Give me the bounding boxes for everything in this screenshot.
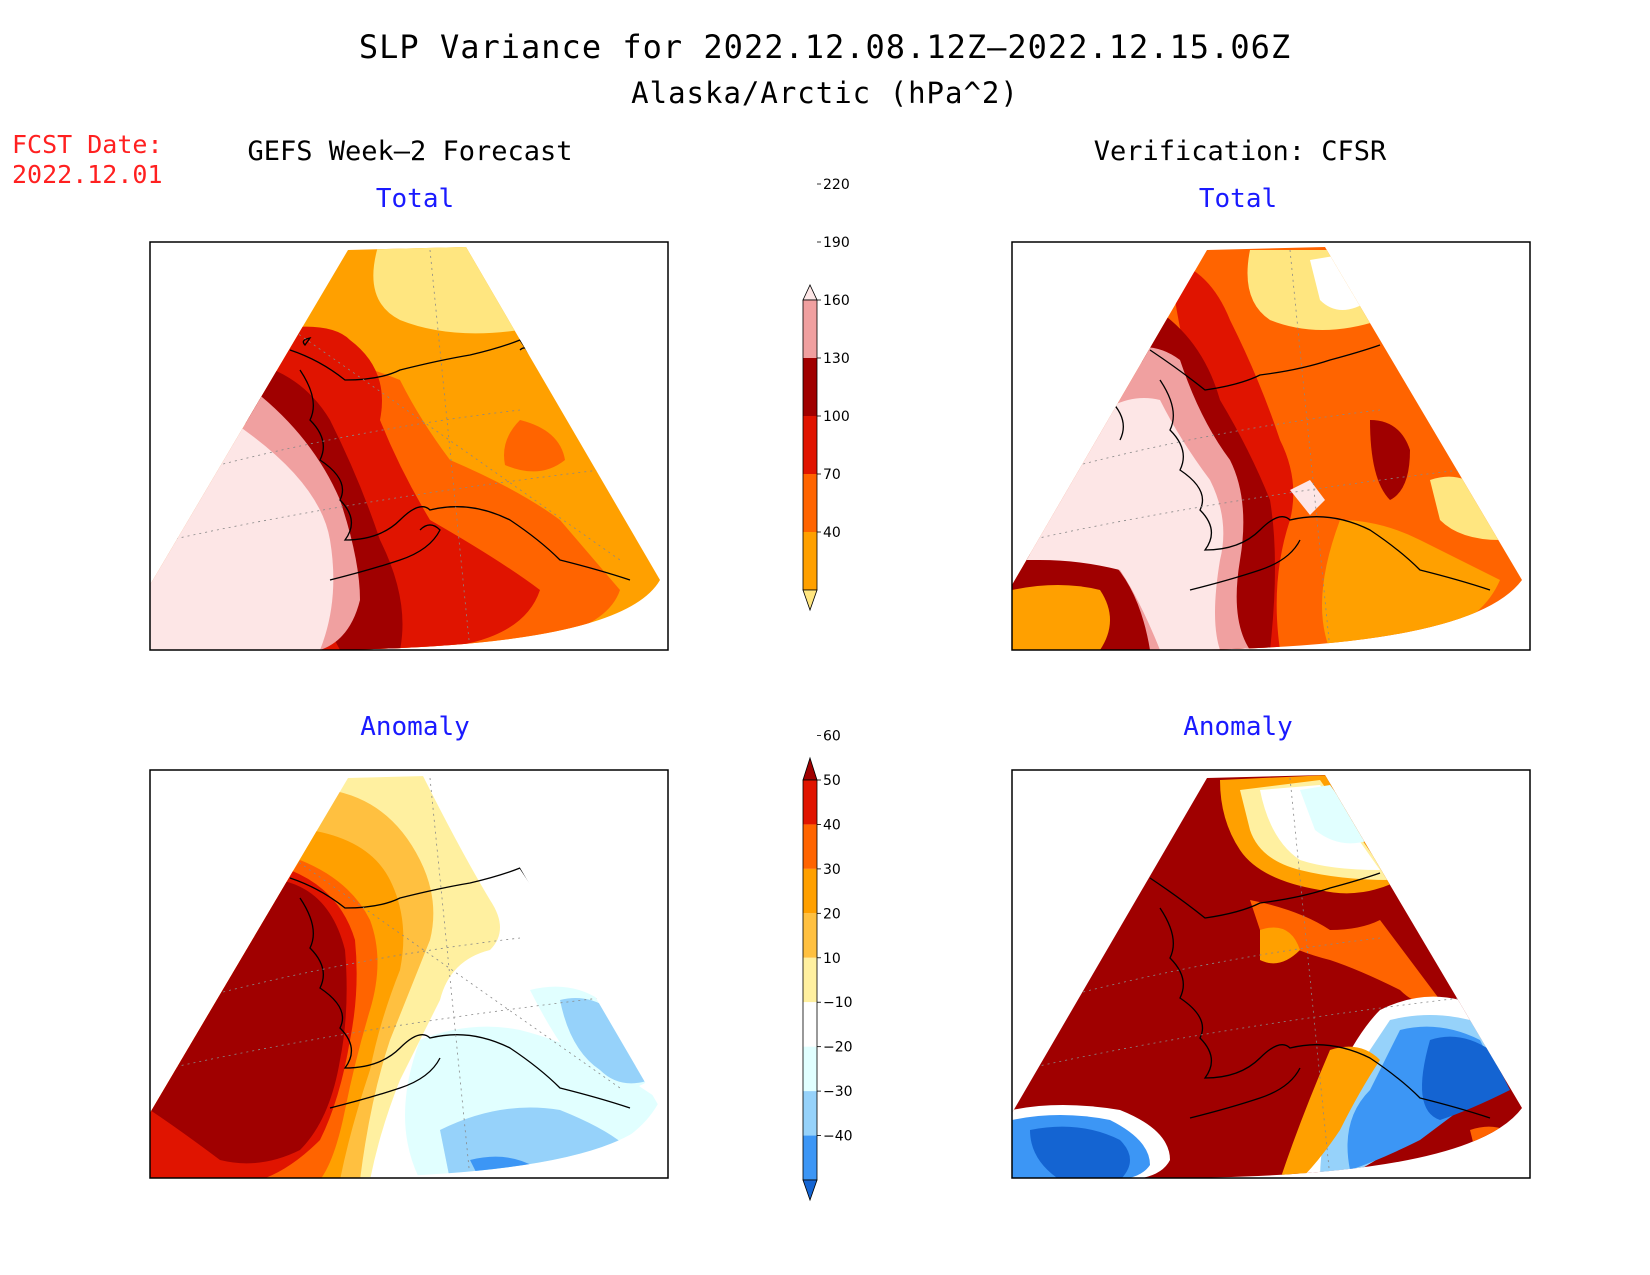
colorbar-total-tick-label: 190 <box>823 235 850 251</box>
colorbar-total-segment <box>803 300 817 358</box>
colorbar-total-segment <box>803 416 817 474</box>
colorbar-anomaly-segment <box>803 913 817 958</box>
colorbar-anomaly-segment <box>803 868 817 914</box>
colorbar-anomaly-segment <box>803 957 817 1003</box>
colorbar-total-segment <box>803 358 817 416</box>
colorbar-anomaly-tick-label: −30 <box>823 1084 853 1100</box>
colorbar-anomaly-tick-label: 30 <box>823 862 841 878</box>
coastline-forecast-anomaly <box>289 867 631 1109</box>
frame-forecast-anomaly <box>149 769 669 1179</box>
colorbar-anomaly-tick-label: 60 <box>823 729 841 745</box>
colorbar-total-tick-label: 100 <box>823 409 850 425</box>
column-title-forecast: GEFS Week–2 Forecast <box>247 136 573 167</box>
contour-fill-forecast-anomaly <box>150 775 660 1178</box>
map-panel-verification-anomaly <box>1011 769 1531 1179</box>
colorbar-total-tick-label: 220 <box>823 177 850 193</box>
colorbar-total-tick-label: 160 <box>823 293 850 309</box>
column-title-verification: Verification: CFSR <box>1093 136 1387 167</box>
colorbar-total-end-top <box>802 284 818 301</box>
frame-verification-anomaly <box>1011 769 1531 1179</box>
colorbar-anomaly: −40 −30 −20 −10 10 20 30 40 50 60 <box>802 729 853 1202</box>
contour-fill-forecast-total <box>150 247 660 650</box>
frame-forecast-total <box>149 241 669 651</box>
colorbar-anomaly-end-bottom <box>802 1179 818 1202</box>
colorbar-total-segment <box>803 474 817 532</box>
map-subtitle: Alaska/Arctic (hPa^2) <box>631 76 1019 110</box>
map-panel-forecast-total <box>149 241 669 651</box>
colorbar-anomaly-end-top <box>802 756 818 781</box>
graticule-verification-anomaly <box>1029 777 1461 1178</box>
panel-title-verification-total: Total <box>1198 184 1278 214</box>
colorbar-anomaly-segment <box>803 780 817 825</box>
colorbar-anomaly-tick-label: 50 <box>823 773 841 789</box>
colorbar-total-tick-label: 40 <box>823 525 841 541</box>
colorbar-anomaly-tick-label: 20 <box>823 906 841 922</box>
map-panel-forecast-anomaly <box>149 769 669 1179</box>
fcst-date-value: 2022.12.01 <box>12 160 163 189</box>
graticule-verification-total <box>1029 249 1461 650</box>
colorbar-anomaly-tick-label: −40 <box>823 1129 853 1145</box>
graticule-forecast-anomaly <box>169 777 621 1178</box>
colorbar-total-tick-label: 70 <box>823 467 841 483</box>
colorbar-total-end-bottom <box>802 589 818 612</box>
colorbar-anomaly-segment <box>803 1091 817 1136</box>
contour-fill-verification-anomaly <box>1012 775 1522 1178</box>
colorbar-total-segment <box>803 532 817 590</box>
colorbar-anomaly-segment <box>803 1002 817 1047</box>
colorbar-anomaly-tick-label: −20 <box>823 1040 853 1056</box>
panel-title-forecast-anomaly: Anomaly <box>360 712 470 742</box>
coastline-verification-anomaly <box>1149 872 1491 1119</box>
colorbar-anomaly-segment <box>803 1046 817 1092</box>
map-title: SLP Variance for 2022.12.08.12Z–2022.12.… <box>358 28 1292 66</box>
fcst-date-label: FCST Date: <box>12 130 163 159</box>
colorbar-total: 40 70 100 130 160 190 220 <box>802 177 850 612</box>
frame-verification-total <box>1011 241 1531 651</box>
panel-title-forecast-total: Total <box>375 184 455 214</box>
map-panel-verification-total <box>1011 241 1531 651</box>
panel-title-verification-anomaly: Anomaly <box>1183 712 1293 742</box>
colorbar-anomaly-tick-label: −10 <box>823 995 853 1011</box>
contour-fill-verification-total <box>1012 247 1522 650</box>
colorbar-anomaly-tick-label: 40 <box>823 817 841 833</box>
colorbar-anomaly-segment <box>803 824 817 869</box>
colorbar-anomaly-tick-label: 10 <box>823 951 841 967</box>
graticule-forecast-total <box>169 249 621 650</box>
colorbar-total-tick-label: 130 <box>823 351 850 367</box>
colorbar-anomaly-segment <box>803 1135 817 1180</box>
